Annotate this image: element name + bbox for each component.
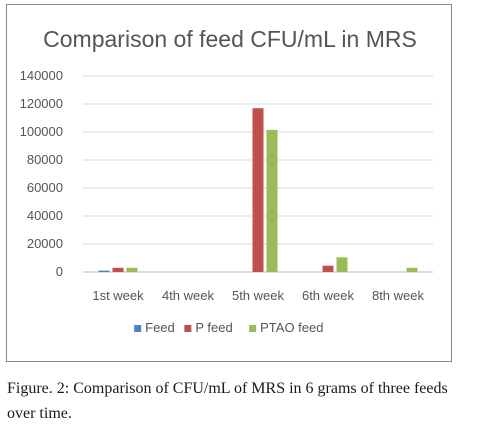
legend-label: PTAO feed: [260, 320, 323, 335]
x-tick-label: 4th week: [162, 288, 215, 303]
y-tick-label: 40000: [27, 208, 63, 223]
y-tick-label: 80000: [27, 152, 63, 167]
x-tick-label: 8th week: [372, 288, 425, 303]
bar-p-feed-1st-week: [112, 267, 124, 272]
y-tick-label: 140000: [20, 68, 63, 83]
x-axis-ticks: 1st week 4th week 5th week 6th week 8th week: [92, 288, 424, 303]
y-axis-ticks: 0 20000 40000 60000 80000 100000 120000 140000: [20, 68, 63, 279]
bar-ptao-feed-5th-week: [266, 129, 278, 272]
figure-frame: Comparison of feed CFU/mL in MRS 0 20000 4…: [6, 4, 452, 362]
y-tick-label: 0: [56, 264, 63, 279]
bar-p-feed-6th-week: [322, 265, 334, 272]
x-tick-label: 5th week: [232, 288, 285, 303]
legend-label: P feed: [195, 320, 232, 335]
x-tick-label: 6th week: [302, 288, 355, 303]
bars: [98, 108, 418, 272]
chart-title: Comparison of feed CFU/mL in MRS: [43, 26, 417, 52]
bar-ptao-feed-1st-week: [126, 267, 138, 272]
y-tick-label: 60000: [27, 180, 63, 195]
bar-ptao-feed-6th-week: [336, 257, 348, 272]
figure-caption: Figure. 2: Comparison of CFU/mL of MRS i…: [7, 380, 448, 422]
bar-feed-1st-week: [98, 270, 110, 272]
legend-swatch-ptao-feed: [249, 325, 257, 332]
y-tick-label: 100000: [20, 124, 63, 139]
y-tick-label: 120000: [20, 96, 63, 111]
bar-p-feed-5th-week: [252, 108, 264, 272]
legend-label: Feed: [145, 320, 175, 335]
legend-swatch-feed: [134, 325, 142, 332]
x-tick-label: 1st week: [92, 288, 144, 303]
bar-ptao-feed-8th-week: [406, 267, 418, 272]
legend-swatch-p-feed: [184, 325, 192, 332]
y-tick-label: 20000: [27, 236, 63, 251]
bar-chart: Comparison of feed CFU/mL in MRS 0 20000 4…: [20, 26, 433, 335]
legend: Feed P feed PTAO feed: [134, 320, 323, 335]
